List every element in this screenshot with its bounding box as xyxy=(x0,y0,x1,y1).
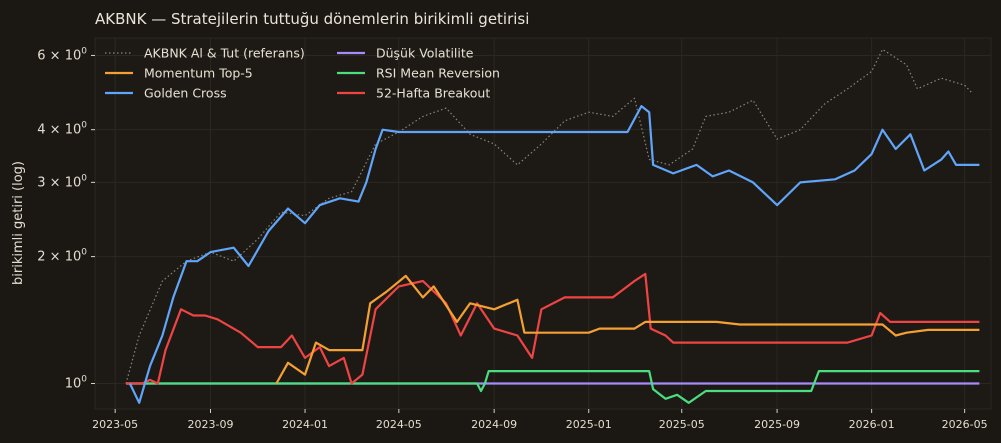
y-tick-base: 10 xyxy=(65,377,82,392)
legend-label: 52-Hafta Breakout xyxy=(376,86,490,101)
y-tick-exponent: 0 xyxy=(81,248,87,258)
legend-label: Momentum Top-5 xyxy=(144,66,253,81)
x-tick-label: 2026-01 xyxy=(849,418,895,431)
y-axis-label: birikimli getiri (log) xyxy=(11,161,26,285)
y-tick-base: 6 × 10 xyxy=(37,48,81,63)
series-line-0 xyxy=(125,48,973,384)
x-tick-label: 2024-05 xyxy=(376,418,422,431)
y-tick-exponent: 0 xyxy=(81,46,87,56)
y-tick-label: 3 × 100 xyxy=(37,173,87,190)
x-tick-label: 2025-09 xyxy=(754,418,800,431)
x-tick-label: 2023-05 xyxy=(92,418,138,431)
x-axis: 2023-05 2023-09 2024-01 2024-05 2024-09 2025-… xyxy=(92,409,988,431)
series-line-2 xyxy=(128,104,980,404)
y-tick-exponent: 0 xyxy=(81,121,87,131)
chart-title: AKBNK — Stratejilerin tuttuğu dönemlerin… xyxy=(95,10,529,28)
y-tick-label: 100 xyxy=(65,375,88,392)
x-tick-label: 2024-09 xyxy=(471,418,517,431)
y-tick-exponent: 0 xyxy=(81,375,87,385)
y-tick-label: 6 × 100 xyxy=(37,46,87,63)
series-line-4 xyxy=(126,370,980,404)
legend-label: Golden Cross xyxy=(144,86,227,101)
y-tick-base: 4 × 10 xyxy=(37,123,81,138)
y-tick-label: 4 × 100 xyxy=(37,121,87,138)
x-tick-label: 2023-09 xyxy=(188,418,234,431)
y-tick-exponent: 0 xyxy=(81,173,87,183)
x-tick-label: 2026-05 xyxy=(942,418,988,431)
y-tick-base: 3 × 10 xyxy=(37,175,81,190)
y-tick-label: 2 × 100 xyxy=(37,248,87,265)
legend-label: RSI Mean Reversion xyxy=(376,66,500,81)
x-tick-label: 2025-05 xyxy=(659,418,705,431)
series-line-5 xyxy=(126,272,980,385)
legend: AKBNK Al & Tut (referans) Momentum Top-5 G… xyxy=(105,46,500,101)
series-line-1 xyxy=(275,274,980,385)
y-tick-base: 2 × 10 xyxy=(37,250,81,265)
legend-label: AKBNK Al & Tut (referans) xyxy=(144,46,305,61)
x-tick-label: 2024-01 xyxy=(282,418,328,431)
plot-area xyxy=(94,37,992,410)
legend-label: Düşük Volatilite xyxy=(376,46,474,61)
x-tick-label: 2025-01 xyxy=(566,418,612,431)
series-layer xyxy=(125,48,980,404)
